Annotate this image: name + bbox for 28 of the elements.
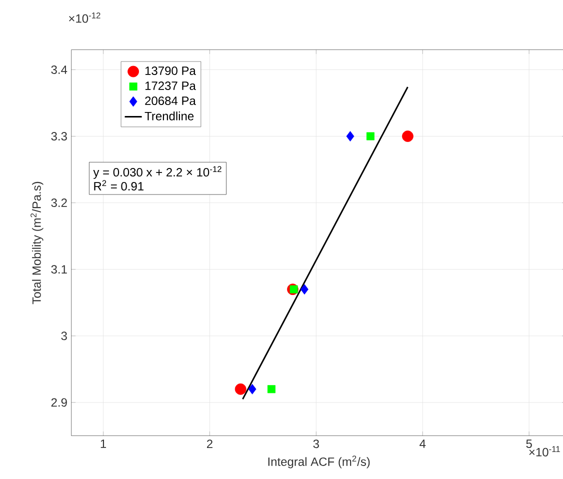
x-tick-label: 4 <box>420 440 426 448</box>
x-tick-label: 2 <box>206 440 212 448</box>
point <box>234 383 246 395</box>
point <box>366 132 374 140</box>
legend-label: 20684 Pa <box>145 96 196 106</box>
x-axis-title: Integral ACF (m$^{2}$/s) <box>268 456 370 468</box>
legend-label: 17237 Pa <box>145 82 196 90</box>
legend-label: 13790 Pa <box>145 66 196 76</box>
y-tick-label: 3.2 <box>51 198 67 208</box>
annotation: y = 0.030 x + 2.2 × 10$^{-12}$ <box>93 166 222 179</box>
y-tick-label: 2.9 <box>51 398 67 407</box>
text: ×10$^{-12}$ <box>69 12 100 23</box>
y-tick-label: 3.4 <box>51 65 68 74</box>
annotation: R$^{2}$ = 0.91 <box>94 180 144 191</box>
legend-label: Trendline <box>144 112 194 120</box>
point <box>402 130 414 142</box>
y-tick-label: 3.1 <box>51 265 67 274</box>
x-tick-label: 5 <box>526 440 532 448</box>
y-tick-label: 3 <box>61 332 67 340</box>
x-tick-label: 3 <box>313 440 319 448</box>
y-axis-title: Total Mobility (m$^{2}$/Pa.s) <box>30 182 44 304</box>
text: ×10$^{-11}$ <box>529 446 560 456</box>
y-tick-label: 3.3 <box>51 132 67 141</box>
point <box>267 385 276 394</box>
x-tick-label: 1 <box>100 440 106 448</box>
point <box>346 131 354 142</box>
point <box>248 384 256 394</box>
point <box>300 284 308 295</box>
